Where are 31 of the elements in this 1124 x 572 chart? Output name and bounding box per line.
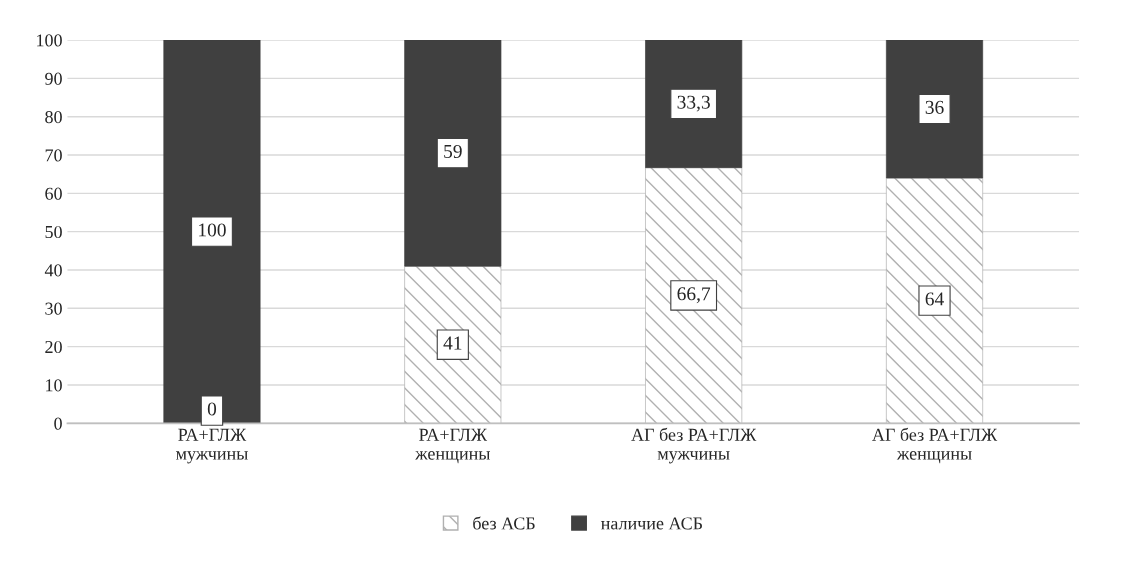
x-tick-label: РА+ГЛЖ женщины: [415, 428, 491, 464]
data-label: 33,3: [677, 95, 710, 112]
y-tick-label: 90: [45, 72, 62, 85]
data-label: 100: [199, 223, 226, 237]
x-tick-label: РА+ГЛЖ мужчины: [175, 428, 248, 464]
y-tick-label: 20: [45, 340, 62, 354]
data-label: 59: [444, 144, 462, 158]
bar: [886, 40, 984, 179]
y-tick-label: 30: [45, 302, 62, 315]
data-label: 41: [443, 336, 462, 350]
data-label: 0: [207, 402, 217, 416]
bar: [404, 40, 502, 267]
y-tick-label: 50: [45, 225, 62, 239]
x-tick-label: АГ без РА+ГЛЖ женщины: [872, 427, 998, 464]
legend-label: без АСБ: [473, 516, 535, 530]
y-tick-label: 0: [54, 417, 62, 430]
bar: [404, 265, 502, 424]
x-tick-label: АГ без РА+ГЛЖ мужчины: [631, 427, 757, 464]
y-tick-label: 10: [46, 379, 62, 392]
data-label: 66,7: [677, 287, 711, 304]
bar: [163, 40, 261, 424]
y-tick-label: 100: [37, 34, 62, 47]
bar: [886, 177, 984, 424]
y-tick-label: 80: [45, 110, 62, 124]
bar: [645, 167, 743, 424]
legend-label: наличие АСБ: [601, 517, 702, 530]
y-tick-label: 70: [45, 149, 62, 162]
y-tick-label: 40: [44, 264, 62, 277]
data-label: 64: [925, 292, 944, 306]
data-label: 36: [925, 100, 944, 114]
y-tick-label: 60: [45, 187, 62, 200]
